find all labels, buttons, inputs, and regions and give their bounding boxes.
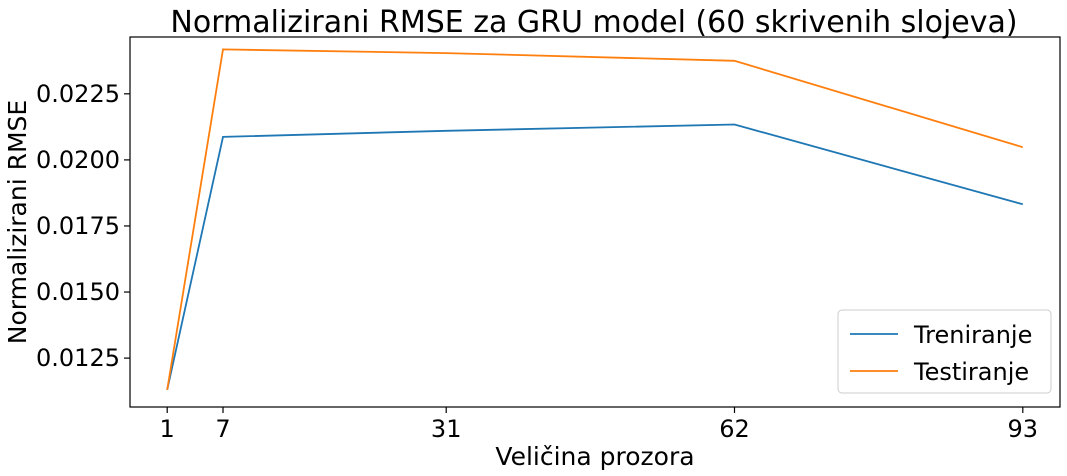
x-tick-label: 93	[1008, 415, 1039, 443]
y-tick-label: 0.0225	[36, 80, 120, 108]
x-axis: 1 7 31 62 93	[160, 407, 1039, 443]
y-tick-label: 0.0175	[36, 212, 120, 240]
legend-label-testiranje: Testiranje	[913, 358, 1029, 386]
plot-frame	[129, 36, 1061, 408]
x-axis-label: Veličina prozora	[495, 442, 694, 471]
y-axis-label: Normalizirani RMSE	[3, 100, 32, 344]
legend: Treniranje Testiranje	[837, 309, 1052, 394]
y-tick-label: 0.0200	[36, 146, 120, 174]
y-axis: 0.0125 0.0150 0.0175 0.0200 0.0225	[36, 80, 130, 372]
x-tick-label: 1	[160, 415, 175, 443]
x-tick-label: 7	[215, 415, 230, 443]
x-tick-label: 62	[719, 415, 750, 443]
series-lines	[166, 48, 1024, 390]
y-tick-label: 0.0150	[36, 278, 120, 306]
series-line-testiranje	[166, 48, 1024, 390]
x-tick-label: 31	[431, 415, 462, 443]
series-line-treniranje	[166, 123, 1024, 390]
legend-label-treniranje: Treniranje	[913, 321, 1032, 349]
y-tick-label: 0.0125	[36, 344, 120, 372]
chart-title: Normalizirani RMSE za GRU model (60 skri…	[170, 5, 1017, 40]
legend-box	[837, 309, 1052, 394]
